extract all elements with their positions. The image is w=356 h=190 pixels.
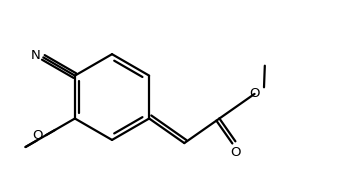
Text: O: O (230, 146, 241, 159)
Text: O: O (32, 129, 43, 142)
Text: O: O (249, 87, 260, 100)
Text: N: N (30, 49, 40, 62)
